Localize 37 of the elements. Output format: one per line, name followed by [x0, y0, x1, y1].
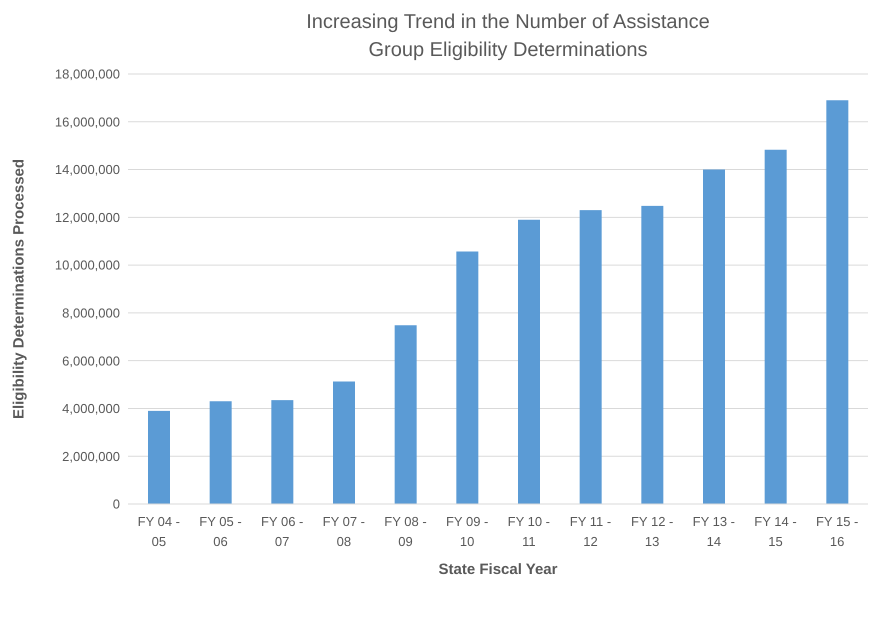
x-axis-title: State Fiscal Year [438, 561, 558, 578]
x-tick-label: FY 10 - 11 [508, 514, 550, 549]
x-tick-label: FY 11 - 12 [570, 514, 612, 549]
x-tick-label: FY 15 - 16 [816, 514, 858, 549]
x-tick-label: FY 06 - 07 [260, 514, 304, 549]
bar [580, 210, 602, 504]
y-tick-label: 16,000,000 [54, 114, 120, 130]
y-tick-label: 14,000,000 [54, 162, 120, 178]
y-tick-label: 8,000,000 [62, 306, 120, 321]
x-tick-label: FY 12 - 13 [630, 514, 674, 549]
x-tick-label: FY 08 - 09 [384, 514, 427, 549]
bar [456, 251, 478, 504]
bar [826, 100, 848, 504]
y-tick-label: 4,000,000 [62, 401, 120, 416]
bar [641, 206, 664, 504]
x-tick-label: FY 13 - 14 [692, 514, 736, 549]
bar [271, 400, 294, 504]
bar [394, 325, 417, 504]
y-tick-label: 12,000,000 [54, 210, 120, 225]
bar [148, 410, 170, 504]
chart-title: Increasing Trend in the Number of Assistance Group Eligibility Determinations [305, 10, 711, 63]
bar [703, 170, 725, 504]
bar [518, 220, 540, 504]
y-axis-title: Eligibility Determinations Processed [10, 158, 28, 420]
y-tick-label: 6,000,000 [62, 353, 120, 368]
x-tick-label: FY 07 - 08 [322, 514, 366, 549]
x-tick-label: FY 04 - 05 [138, 514, 180, 549]
x-tick-label: FY 14 - 15 [754, 514, 797, 549]
y-tick-label: 2,000,000 [62, 448, 120, 464]
x-tick-label: FY 05 - 06 [199, 514, 242, 549]
y-tick-label: 18,000,000 [54, 66, 120, 82]
bar [333, 381, 355, 504]
y-tick-label: 10,000,000 [54, 258, 120, 273]
y-tick-label: 0 [112, 496, 120, 512]
x-tick-label: FY 09 - 10 [446, 514, 488, 549]
bar [210, 401, 232, 504]
bar [764, 150, 787, 504]
